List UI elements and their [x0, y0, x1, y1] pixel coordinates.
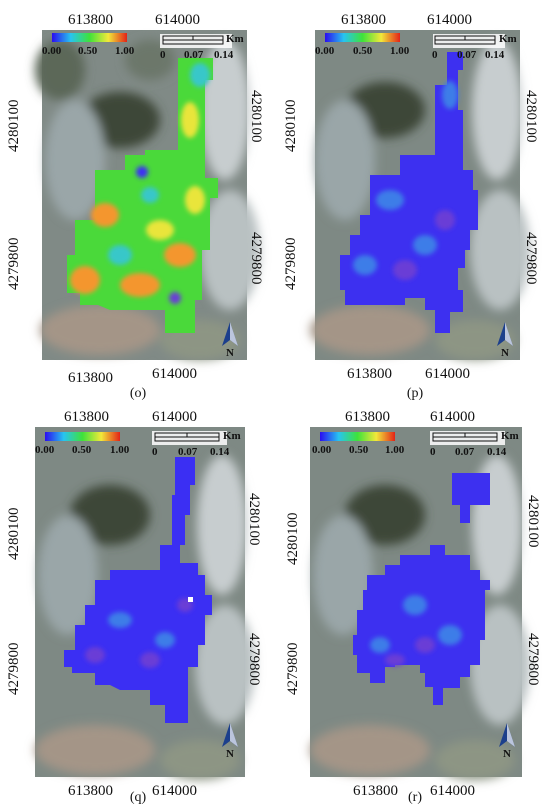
right-tick-2-o: 4279800 — [248, 232, 264, 285]
map-panel-r: 0.00 0.50 1.00 Km 0 0.07 0.14 N 613800 6… — [275, 405, 550, 810]
scale-0-p: 0 — [432, 49, 438, 61]
scale-014-q: 0.14 — [210, 446, 230, 458]
overlay-o — [67, 58, 218, 333]
left-tick-1-q: 4280100 — [6, 508, 22, 561]
top-tick-2-q: 614000 — [152, 409, 197, 425]
bottom-tick-2-r: 614000 — [430, 783, 475, 799]
map-panel-q: 0.00 0.50 1.00 Km 0 0.07 0.14 N 613800 6… — [0, 405, 275, 810]
top-tick-2-p: 614000 — [427, 12, 472, 28]
north-arrow-icon: N — [499, 723, 515, 760]
left-tick-2-r: 4279800 — [285, 643, 301, 696]
scale-014-r: 0.14 — [487, 446, 507, 458]
north-arrow-icon: N — [222, 723, 238, 760]
top-tick-1-p: 613800 — [341, 12, 386, 28]
legend-min-p: 0.00 — [315, 45, 335, 57]
north-label-p: N — [501, 347, 509, 359]
left-tick-1-o: 4280100 — [6, 100, 22, 153]
left-tick-2-o: 4279800 — [6, 238, 22, 291]
legend-min-o: 0.00 — [42, 45, 62, 57]
bottom-tick-1-q: 613800 — [68, 783, 113, 799]
map-svg-o: 0.00 0.50 1.00 Km 0 0.07 0.14 N 613800 6… — [6, 12, 264, 386]
scale-0-o: 0 — [160, 49, 166, 61]
scale-007-p: 0.07 — [457, 49, 477, 61]
legend-max-q: 1.00 — [110, 444, 130, 456]
top-tick-1-r: 613800 — [345, 409, 390, 425]
legend-mid-p: 0.50 — [353, 45, 373, 57]
right-tick-1-o: 4280100 — [248, 90, 264, 143]
bottom-tick-1-o: 613800 — [68, 370, 113, 386]
north-arrow-icon: N — [497, 322, 513, 359]
legend-mid-q: 0.50 — [72, 444, 92, 456]
bottom-tick-2-o: 614000 — [152, 366, 197, 382]
scale-007-o: 0.07 — [184, 49, 204, 61]
map-panel-p: 0.00 0.50 1.00 Km 0 0.07 0.14 N 613800 6… — [275, 0, 550, 400]
legend-max-r: 1.00 — [385, 444, 405, 456]
legend-colorbar-r — [320, 432, 395, 441]
scale-bar-r: Km 0 0.07 0.14 — [430, 430, 519, 458]
scale-bar-q: Km 0 0.07 0.14 — [152, 430, 241, 458]
caption-q: (q) — [129, 790, 147, 805]
top-tick-1-o: 613800 — [68, 12, 113, 28]
scale-bar-o: Km 0 0.07 0.14 — [160, 33, 244, 61]
north-label-r: N — [503, 748, 511, 760]
top-tick-2-r: 614000 — [430, 409, 475, 425]
legend-colorbar-o — [52, 33, 127, 42]
north-arrow-icon: N — [222, 322, 238, 359]
legend-min-q: 0.00 — [35, 444, 55, 456]
left-tick-1-p: 4280100 — [283, 100, 299, 153]
map-panel-o: 0.00 0.50 1.00 Km 0 0.07 0.14 N 613800 6… — [0, 0, 275, 400]
top-tick-1-q: 613800 — [64, 409, 109, 425]
right-tick-2-q: 4279800 — [246, 633, 262, 686]
scale-007-r: 0.07 — [455, 446, 475, 458]
legend-colorbar-p — [325, 33, 400, 42]
scale-0-r: 0 — [430, 446, 436, 458]
map-svg-q: 0.00 0.50 1.00 Km 0 0.07 0.14 N 613800 6… — [6, 409, 262, 799]
left-tick-2-p: 4279800 — [283, 238, 299, 291]
scale-unit-o: Km — [226, 33, 244, 45]
right-tick-1-r: 4280100 — [525, 495, 541, 548]
left-tick-2-q: 4279800 — [6, 643, 22, 696]
scale-014-p: 0.14 — [485, 49, 505, 61]
scale-unit-p: Km — [499, 33, 517, 45]
overlay-r — [353, 473, 490, 705]
legend-max-o: 1.00 — [115, 45, 135, 57]
caption-p: (p) — [406, 386, 424, 401]
legend-colorbar-q — [45, 432, 120, 441]
legend-min-r: 0.00 — [312, 444, 332, 456]
top-tick-2-o: 614000 — [155, 12, 200, 28]
scale-unit-r: Km — [501, 430, 519, 442]
right-tick-2-p: 4279800 — [523, 232, 539, 285]
right-tick-2-r: 4279800 — [525, 633, 541, 686]
scale-014-o: 0.14 — [214, 49, 234, 61]
caption-r: (r) — [408, 790, 422, 805]
north-label-o: N — [226, 347, 234, 359]
scale-unit-q: Km — [223, 430, 241, 442]
legend-mid-o: 0.50 — [78, 45, 98, 57]
legend-mid-r: 0.50 — [349, 444, 369, 456]
legend-max-p: 1.00 — [390, 45, 410, 57]
right-tick-1-p: 4280100 — [523, 90, 539, 143]
left-tick-1-r: 4280100 — [285, 513, 301, 566]
map-svg-p: 0.00 0.50 1.00 Km 0 0.07 0.14 N 613800 6… — [283, 12, 539, 382]
north-label-q: N — [226, 748, 234, 760]
scale-007-q: 0.07 — [178, 446, 198, 458]
caption-o: (o) — [129, 386, 147, 401]
overlay-q — [64, 457, 212, 723]
bottom-tick-1-r: 613800 — [353, 783, 398, 799]
bottom-tick-2-p: 614000 — [425, 366, 470, 382]
map-svg-r: 0.00 0.50 1.00 Km 0 0.07 0.14 N 613800 6… — [285, 409, 541, 799]
bottom-tick-1-p: 613800 — [347, 366, 392, 382]
satellite-imagery-r — [310, 427, 530, 780]
bottom-tick-2-q: 614000 — [152, 783, 197, 799]
right-tick-1-q: 4280100 — [246, 493, 262, 546]
scale-bar-p: Km 0 0.07 0.14 — [432, 33, 517, 61]
overlay-p — [340, 52, 478, 333]
scale-0-q: 0 — [152, 446, 158, 458]
